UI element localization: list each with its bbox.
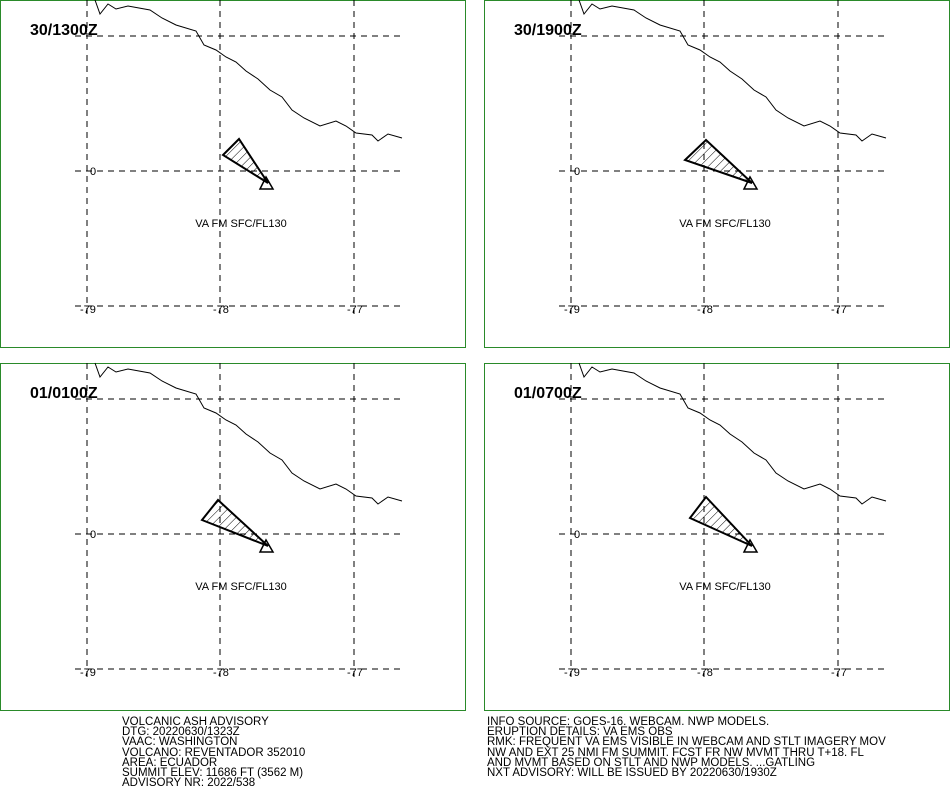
panel-border xyxy=(484,0,950,348)
panel-border xyxy=(0,363,466,711)
volcano-symbol xyxy=(742,538,759,553)
time-label: 01/0100Z xyxy=(30,385,98,402)
layer-label: VA FM SFC/FL130 xyxy=(679,581,771,593)
lon-label: -79 xyxy=(80,667,96,679)
map-panel: 01/0700Z 0 -79 -78 -77 VA FM SFC/FL130 xyxy=(484,362,950,711)
lat-label: 0 xyxy=(90,529,96,541)
lon-label: -77 xyxy=(347,304,363,316)
coastline xyxy=(94,362,403,505)
time-label: 30/1900Z xyxy=(514,22,582,39)
ash-area xyxy=(221,137,269,184)
map-panel: 30/1900Z 0 -79 -78 -77 VA FM SFC/FL130 xyxy=(484,0,950,348)
right-text-block: INFO SOURCE: GOES-16. WEBCAM. NWP MODELS… xyxy=(487,716,886,780)
time-label: 01/0700Z xyxy=(514,385,582,402)
advisory-line: NW AND EXT 25 NMI FM SUMMIT. FCST FR NW … xyxy=(487,746,864,759)
advisory-line: AREA: ECUADOR xyxy=(122,756,218,769)
volcano-symbol xyxy=(258,175,275,190)
ash-area xyxy=(683,138,753,184)
advisory-line: NXT ADVISORY: WILL BE ISSUED BY 20220630… xyxy=(487,767,777,780)
coastline xyxy=(578,0,887,142)
advisory-line: DTG: 20220630/1323Z xyxy=(122,726,240,739)
volcano-symbol xyxy=(258,538,275,553)
lon-label: -77 xyxy=(831,304,847,316)
layer-label: VA FM SFC/FL130 xyxy=(195,581,287,593)
layer-label: VA FM SFC/FL130 xyxy=(679,218,771,230)
advisory-line: VOLCANIC ASH ADVISORY xyxy=(122,716,269,728)
advisory-line: RMK: FREQUENT VA EMS VISIBLE IN WEBCAM A… xyxy=(487,736,886,749)
advisory-line: SUMMIT ELEV: 11686 FT (3562 M) xyxy=(122,767,304,780)
lat-label: 0 xyxy=(574,529,580,541)
left-text-block: VOLCANIC ASH ADVISORY DTG: 20220630/1323Z… xyxy=(122,716,306,790)
lon-label: -78 xyxy=(697,667,713,679)
layer-label: VA FM SFC/FL130 xyxy=(195,218,287,230)
lon-label: -77 xyxy=(347,667,363,679)
coastline xyxy=(578,362,887,505)
panel-border xyxy=(484,363,950,711)
advisory-line: ERUPTION DETAILS: VA EMS OBS xyxy=(487,726,673,739)
lon-label: -78 xyxy=(213,304,229,316)
coastline xyxy=(94,0,403,142)
lon-label: -77 xyxy=(831,667,847,679)
advisory-line: AND MVMT BASED ON STLT AND NWP MODELS. .… xyxy=(487,756,816,769)
map-panel: 30/1300Z 0 -79 -78 -77 VA FM SFC/FL130 xyxy=(0,0,466,348)
lat-label: 0 xyxy=(90,166,96,178)
map-panel: 01/0100Z 0 -79 -78 -77 VA FM SFC/FL130 xyxy=(0,362,466,711)
time-label: 30/1300Z xyxy=(30,22,98,39)
lon-label: -78 xyxy=(697,304,713,316)
advisory-line: VAAC: WASHINGTON xyxy=(122,736,238,749)
volcano-symbol xyxy=(742,175,759,190)
lon-label: -79 xyxy=(564,667,580,679)
advisory-line: INFO SOURCE: GOES-16. WEBCAM. NWP MODELS… xyxy=(487,716,770,728)
lon-label: -79 xyxy=(80,304,96,316)
lon-label: -78 xyxy=(213,667,229,679)
advisory-line: ADVISORY NR: 2022/538 xyxy=(122,777,256,790)
lon-label: -79 xyxy=(564,304,580,316)
advisory-line: VOLCANO: REVENTADOR 352010 xyxy=(122,746,306,759)
panel-border xyxy=(0,0,466,348)
lat-label: 0 xyxy=(574,166,580,178)
ash-area xyxy=(688,495,753,547)
ash-area xyxy=(200,498,269,547)
